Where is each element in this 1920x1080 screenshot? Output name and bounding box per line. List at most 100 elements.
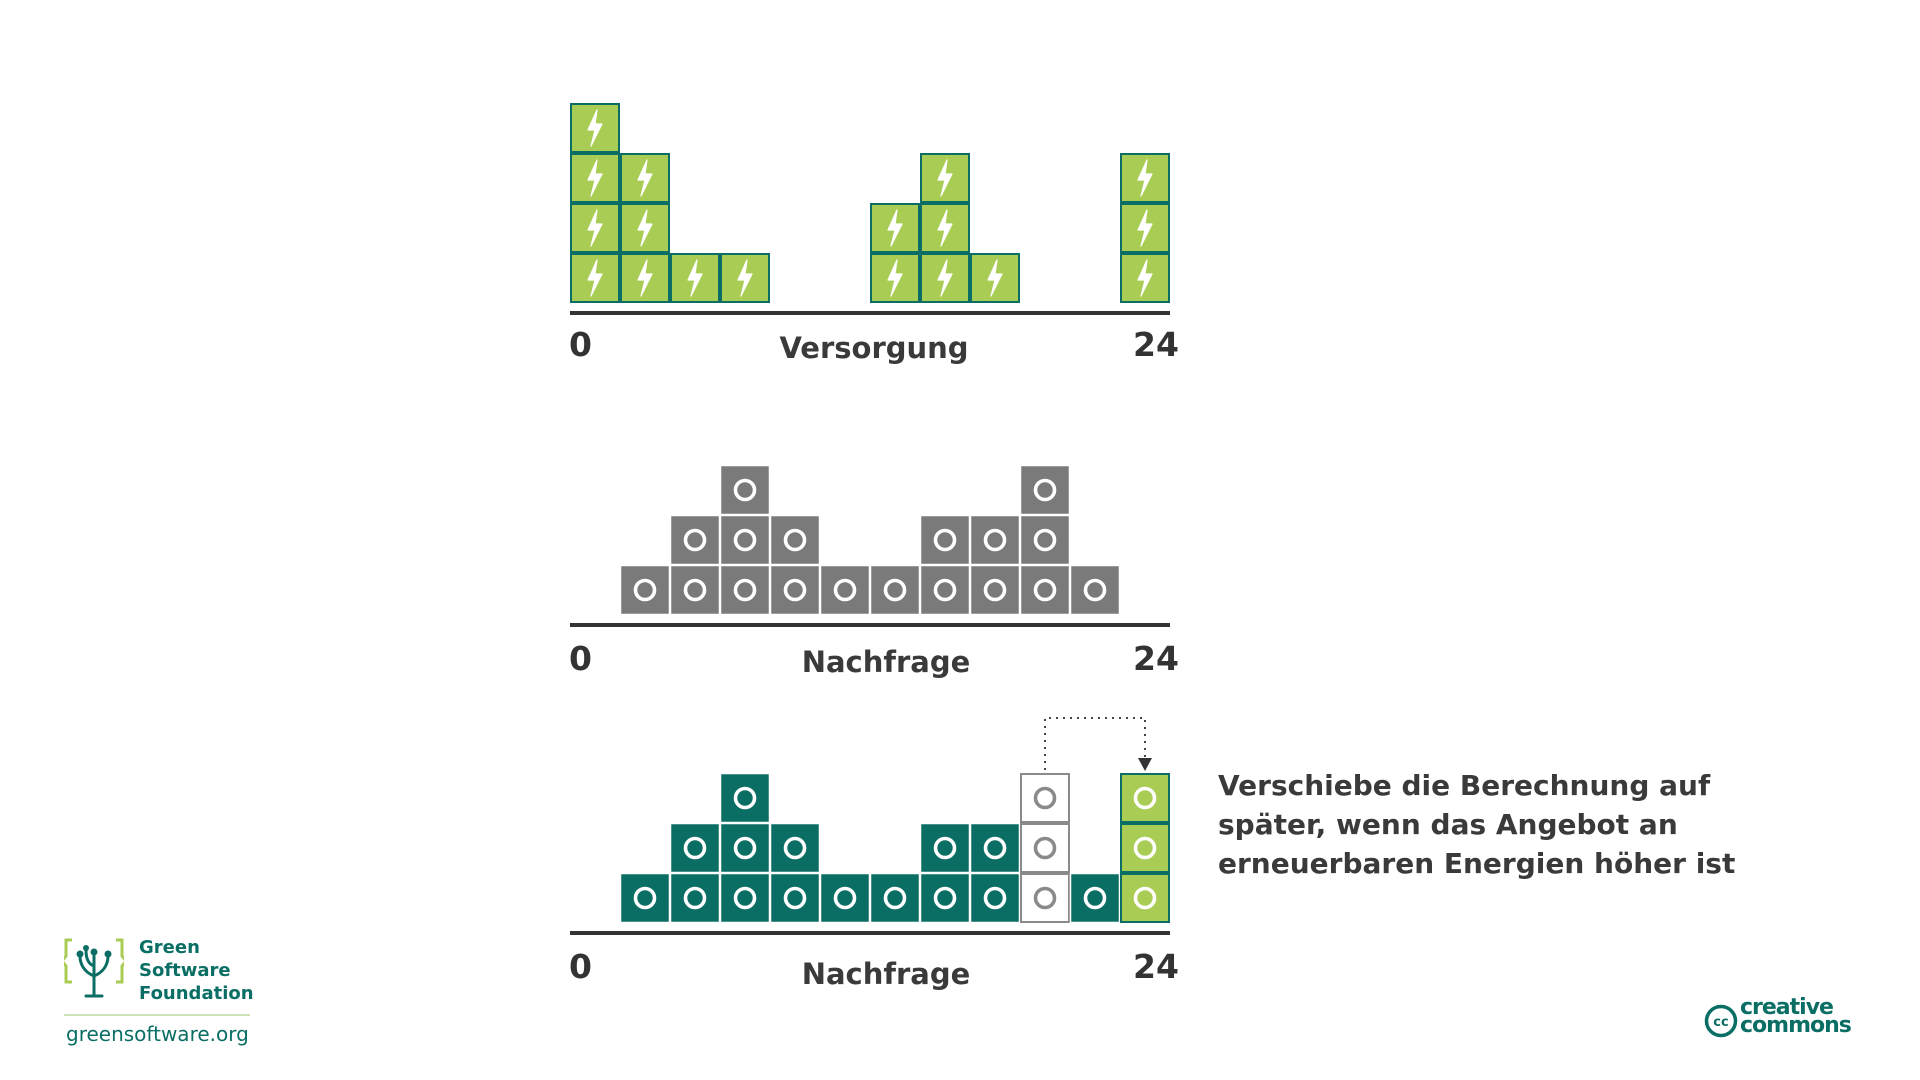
demand-block (969, 564, 1021, 616)
circle-icon (683, 836, 707, 860)
circle-icon (1133, 836, 1157, 860)
demand-block (1019, 514, 1071, 566)
lightning-bolt-icon (637, 209, 653, 247)
demand-block (919, 514, 971, 566)
circle-icon (783, 836, 807, 860)
circle-icon (883, 578, 907, 602)
demand-block (719, 564, 771, 616)
supply-axis-title: Versorgung (779, 331, 969, 365)
gsf-tree-icon (64, 938, 124, 998)
demand-block (769, 514, 821, 566)
supply-axis-end: 24 (1133, 325, 1179, 364)
circle-icon (683, 886, 707, 910)
vacated-block (1020, 773, 1070, 823)
lightning-bolt-icon (587, 259, 603, 297)
shifted-axis-start: 0 (569, 947, 592, 986)
shifted-block (1120, 873, 1170, 923)
circle-icon (933, 886, 957, 910)
cc-text-line: creative (1740, 995, 1834, 1020)
demand-block (769, 872, 821, 924)
creative-commons-logo[interactable]: cc creative commons (1704, 995, 1874, 1042)
circle-icon (933, 528, 957, 552)
lightning-bolt-icon (587, 159, 603, 197)
lightning-bolt-icon (1137, 159, 1153, 197)
circle-icon (1033, 836, 1057, 860)
circle-icon (933, 836, 957, 860)
demand-block (719, 464, 771, 516)
circle-icon (883, 886, 907, 910)
demand-block (1019, 564, 1071, 616)
circle-icon (1133, 786, 1157, 810)
circle-icon (1033, 786, 1057, 810)
lightning-bolt-icon (937, 259, 953, 297)
shifted-axis-end: 24 (1133, 947, 1179, 986)
gsf-name-line: Software (139, 960, 231, 981)
circle-icon (833, 578, 857, 602)
demand-block (669, 822, 721, 874)
shifted-axis-title: Nachfrage (801, 957, 971, 991)
demand-block (1069, 564, 1121, 616)
circle-icon (1033, 578, 1057, 602)
demand-block (619, 564, 671, 616)
circle-icon (733, 528, 757, 552)
demand-axis-start: 0 (569, 639, 592, 678)
lightning-bolt-icon (887, 259, 903, 297)
demand-block (719, 514, 771, 566)
demand-block (769, 822, 821, 874)
caption-text: Verschiebe die Berechnung auf später, we… (1218, 769, 1736, 880)
demand-block (969, 822, 1021, 874)
circle-icon (733, 478, 757, 502)
cc-text: creative commons (1740, 995, 1852, 1037)
demand-block (869, 872, 921, 924)
svg-text:cc: cc (1713, 1015, 1728, 1030)
lightning-bolt-icon (887, 209, 903, 247)
lightning-bolt-icon (587, 109, 603, 147)
circle-icon (1083, 578, 1107, 602)
circle-icon (683, 528, 707, 552)
gsf-name-line: Green (139, 937, 200, 958)
lightning-bolt-icon (937, 159, 953, 197)
lightning-bolt-icon (637, 259, 653, 297)
circle-icon (1033, 528, 1057, 552)
supply-block (570, 253, 620, 303)
circle-icon (833, 886, 857, 910)
demand-axis-end: 24 (1133, 639, 1179, 678)
demand-block (819, 564, 871, 616)
demand-block (619, 872, 671, 924)
demand-block (869, 564, 921, 616)
gsf-name: Green Software Foundation (139, 936, 254, 1005)
supply-axis-start: 0 (569, 325, 592, 364)
circle-icon (1033, 478, 1057, 502)
lightning-bolt-icon (687, 259, 703, 297)
lightning-bolt-icon (1137, 209, 1153, 247)
lightning-bolt-icon (587, 209, 603, 247)
demand-block (1069, 872, 1121, 924)
demand-axis-title: Nachfrage (801, 645, 971, 679)
gsf-url-link[interactable]: greensoftware.org (66, 1022, 249, 1046)
lightning-bolt-icon (1137, 259, 1153, 297)
demand-block (769, 564, 821, 616)
demand-block (719, 772, 771, 824)
demand-block (719, 872, 771, 924)
gsf-name-line: Foundation (139, 983, 254, 1004)
circle-icon (983, 836, 1007, 860)
circle-icon (633, 578, 657, 602)
demand-block (919, 822, 971, 874)
supply-block (570, 103, 620, 153)
shifted-block (1120, 773, 1170, 823)
vacated-block (1020, 823, 1070, 873)
circle-icon (733, 786, 757, 810)
circle-icon (783, 578, 807, 602)
demand-block (819, 872, 871, 924)
circle-icon (1083, 886, 1107, 910)
circle-icon (733, 578, 757, 602)
circle-icon (683, 578, 707, 602)
cc-circle-icon: cc (1704, 1004, 1738, 1038)
demand-block (1019, 464, 1071, 516)
circle-icon (933, 578, 957, 602)
circle-icon (1033, 886, 1057, 910)
circle-icon (983, 578, 1007, 602)
circle-icon (1133, 886, 1157, 910)
demand-block (919, 872, 971, 924)
